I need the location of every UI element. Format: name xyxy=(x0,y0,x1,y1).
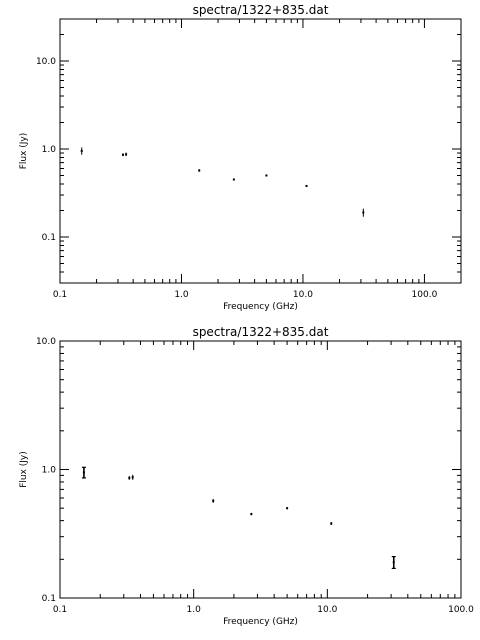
data-point xyxy=(121,153,124,156)
x-tick-label: 10.0 xyxy=(293,290,313,300)
data-point xyxy=(80,149,83,152)
data-point xyxy=(286,507,289,510)
y-axis-label: Flux (Jy) xyxy=(19,451,29,488)
y-tick-label: 10.0 xyxy=(36,57,56,67)
data-point xyxy=(330,522,333,525)
plot-frame xyxy=(59,340,462,599)
y-tick-label: 1.0 xyxy=(42,466,57,476)
x-tick-label: 100.0 xyxy=(412,290,438,300)
data-point xyxy=(82,471,85,474)
data-point xyxy=(128,476,131,479)
y-axis-label: Flux (Jy) xyxy=(19,133,29,170)
x-tick-label: 1.0 xyxy=(174,290,189,300)
data-point xyxy=(362,211,365,214)
data-point xyxy=(125,153,128,156)
data-point xyxy=(232,178,235,181)
chart-title: spectra/1322+835.dat xyxy=(193,325,329,339)
data-point xyxy=(392,561,395,564)
y-tick-label: 0.1 xyxy=(42,594,56,604)
y-tick-label: 0.1 xyxy=(42,233,56,243)
plot-frame xyxy=(59,18,462,284)
data-point xyxy=(265,174,268,177)
x-tick-label: 0.1 xyxy=(53,290,67,300)
data-point xyxy=(198,169,201,172)
x-axis-label: Frequency (GHz) xyxy=(223,302,298,312)
data-point xyxy=(250,513,253,516)
data-point xyxy=(212,499,215,502)
chart-title: spectra/1322+835.dat xyxy=(193,3,329,17)
y-tick-label: 1.0 xyxy=(42,145,57,155)
y-tick-label: 10.0 xyxy=(36,337,56,347)
data-point xyxy=(131,476,134,479)
x-tick-label: 100.0 xyxy=(448,605,474,615)
chart-panel-bottom: 0.1 1.0 10.0 100.0 0.1 1.0 10.0 spectra/1322+83… xyxy=(19,325,474,627)
data-point xyxy=(305,184,308,187)
x-tick-label: 10.0 xyxy=(317,605,337,615)
x-tick-label: 0.1 xyxy=(53,605,67,615)
x-tick-label: 1.0 xyxy=(187,605,202,615)
chart-panel-top: 0.1 1.0 10.0 100.0 0.1 1.0 10.0 spectra/1322+83… xyxy=(19,3,462,312)
x-axis-label: Frequency (GHz) xyxy=(223,617,298,627)
